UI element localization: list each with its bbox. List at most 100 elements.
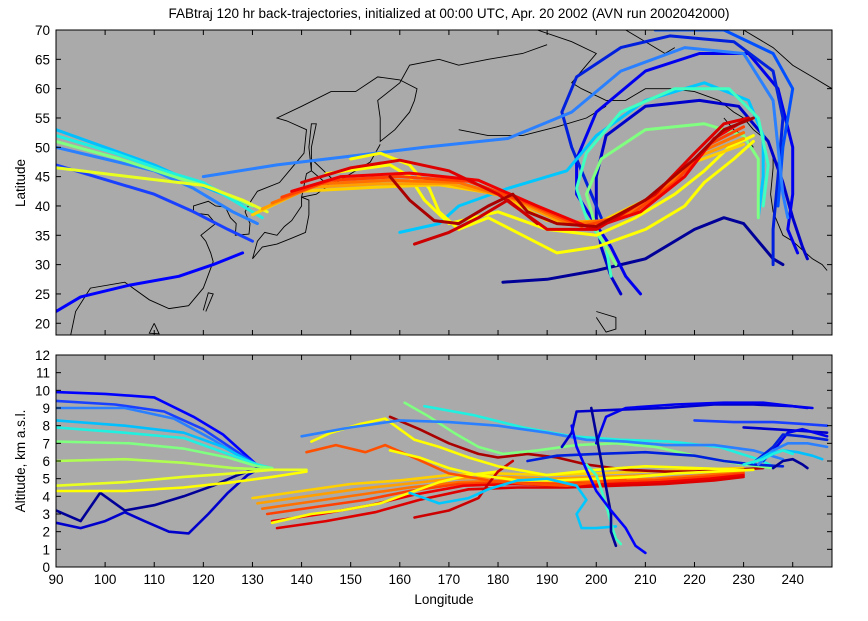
x-tick-label: 210 <box>634 572 657 587</box>
altitude-trajectory-line <box>752 449 824 465</box>
x-tick-label: 230 <box>732 572 755 587</box>
altitude-trajectory-line <box>56 466 259 523</box>
x-tick-label: 140 <box>290 572 313 587</box>
coastline-segment <box>595 311 617 333</box>
y-tick-label: 60 <box>35 82 50 97</box>
altitude-trajectory-line <box>56 457 274 472</box>
altitude-trajectory-line <box>752 433 829 465</box>
y-tick-label: 5 <box>42 472 50 487</box>
chart-title: FABtraj 120 hr back-trajectories, initia… <box>168 6 729 21</box>
altitude-trajectory-line <box>56 468 259 535</box>
y-tick-label: 35 <box>35 228 50 243</box>
x-tick-label: 120 <box>192 572 215 587</box>
altitude-axis-label: Altitude, km a.s.l. <box>13 410 28 513</box>
y-tick-label: 9 <box>42 401 50 416</box>
coastline-segment <box>625 30 676 55</box>
altitude-trajectory-line <box>56 468 308 487</box>
trajectory-line <box>56 163 254 243</box>
coastline-segment <box>308 123 317 171</box>
x-tick-label: 150 <box>339 572 362 587</box>
y-tick-label: 10 <box>35 383 50 398</box>
y-tick-label: 8 <box>42 419 50 434</box>
y-tick-label: 25 <box>35 287 50 302</box>
trajectory-line <box>56 134 264 220</box>
trajectory-line <box>413 198 539 246</box>
trajectory-line <box>388 116 755 228</box>
x-tick-label: 130 <box>241 572 264 587</box>
y-tick-label: 3 <box>42 507 50 522</box>
x-tick-label: 170 <box>438 572 461 587</box>
y-tick-label: 70 <box>35 23 50 38</box>
coastlines <box>70 30 832 335</box>
x-tick-label: 180 <box>487 572 510 587</box>
altitude-trajectory-line <box>56 399 264 470</box>
altitude-trajectory-line <box>56 470 308 493</box>
coastline-segment <box>743 30 832 90</box>
coastline-segment <box>70 44 548 335</box>
y-tick-label: 6 <box>42 454 50 469</box>
altitude-trajectory-line <box>590 406 618 548</box>
latitude-ticks: 20 25 30 35 40 45 50 55 60 65 70 <box>35 23 832 331</box>
trajectory-line <box>501 216 785 284</box>
trajectory-line <box>575 52 800 296</box>
y-tick-label: 55 <box>35 111 50 126</box>
y-tick-label: 0 <box>42 560 50 575</box>
y-tick-label: 30 <box>35 258 50 273</box>
map-trajectories <box>56 30 809 313</box>
altitude-trajectory-line <box>56 426 274 470</box>
y-tick-label: 50 <box>35 140 50 155</box>
x-tick-label: 160 <box>389 572 412 587</box>
altitude-trajectory-line <box>56 440 274 470</box>
x-tick-label: 110 <box>143 572 165 587</box>
coastline-segment <box>202 292 214 312</box>
trajectory-line <box>56 166 269 214</box>
x-tick-label: 90 <box>48 572 63 587</box>
trajectory-line <box>56 145 259 226</box>
trajectory-line <box>201 46 790 220</box>
altitude-trajectories <box>56 390 829 555</box>
y-tick-label: 12 <box>35 348 50 363</box>
x-tick-label: 100 <box>94 572 117 587</box>
y-tick-label: 2 <box>42 525 50 540</box>
latitude-axis-label: Latitude <box>13 159 28 207</box>
trajectory-line <box>290 119 746 230</box>
longitude-ticks: 90 100 110 120 130 140 150 160 170 180 190 200 210 22… <box>48 30 804 587</box>
altitude-trajectory-line <box>595 401 814 445</box>
trajectory-line <box>300 116 750 231</box>
y-tick-label: 11 <box>36 366 50 381</box>
altitude-trajectory-line <box>408 477 618 530</box>
y-tick-label: 65 <box>35 52 50 67</box>
trajectory-map-panel: 20 25 30 35 40 45 50 55 60 65 70 Latitude <box>13 23 833 336</box>
altitude-trajectory-line <box>300 419 785 461</box>
altitude-plot-area <box>56 355 832 567</box>
trajectory-line <box>56 251 245 313</box>
y-tick-label: 40 <box>35 199 50 214</box>
y-tick-label: 7 <box>42 436 50 451</box>
trajectory-line <box>560 34 785 267</box>
map-frame <box>55 29 833 336</box>
altitude-trajectory-line <box>693 419 829 427</box>
y-tick-label: 1 <box>42 542 50 557</box>
y-tick-label: 45 <box>35 170 50 185</box>
altitude-trajectory-line <box>570 424 647 555</box>
altitude-trajectory-line <box>423 404 775 468</box>
altitude-trajectory-line <box>771 457 809 470</box>
y-tick-label: 4 <box>42 489 50 504</box>
x-tick-label: 190 <box>536 572 559 587</box>
trajectory-line <box>584 122 760 267</box>
altitude-trajectory-line <box>310 417 745 477</box>
longitude-axis-label: Longitude <box>414 592 473 607</box>
trajectory-line <box>280 125 746 228</box>
altitude-trajectory-line <box>742 449 794 466</box>
trajectory-line <box>270 131 746 227</box>
altitude-trajectory-line <box>275 475 745 530</box>
x-tick-label: 240 <box>781 572 804 587</box>
y-tick-label: 20 <box>35 316 50 331</box>
coastline-segment <box>458 105 607 137</box>
trajectory-line <box>653 30 795 208</box>
x-tick-label: 220 <box>683 572 706 587</box>
altitude-trajectory-line <box>261 470 745 510</box>
